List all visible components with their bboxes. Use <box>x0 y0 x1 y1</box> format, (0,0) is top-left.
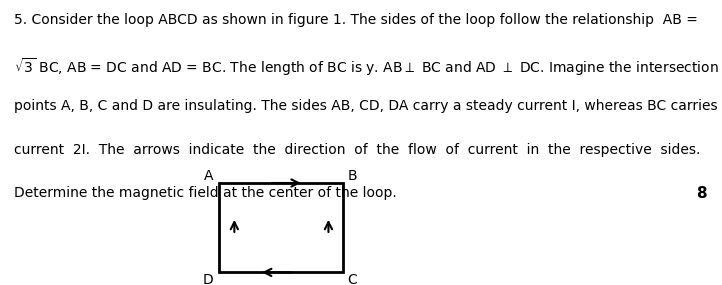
Bar <box>219 183 343 272</box>
Text: Determine the magnetic field at the center of the loop.: Determine the magnetic field at the cent… <box>14 186 397 199</box>
Text: 5. Consider the loop ABCD as shown in figure 1. The sides of the loop follow the: 5. Consider the loop ABCD as shown in fi… <box>14 13 698 27</box>
Text: B: B <box>347 169 357 183</box>
Text: current  2I.  The  arrows  indicate  the  direction  of  the  flow  of  current : current 2I. The arrows indicate the dire… <box>14 142 700 156</box>
Text: 8: 8 <box>696 186 706 201</box>
Text: C: C <box>347 273 357 285</box>
Text: $\sqrt{3}$ BC, AB = DC and AD = BC. The length of BC is y. AB$\perp$ BC and AD $: $\sqrt{3}$ BC, AB = DC and AD = BC. The … <box>14 56 719 78</box>
Text: A: A <box>204 169 213 183</box>
Text: points A, B, C and D are insulating. The sides AB, CD, DA carry a steady current: points A, B, C and D are insulating. The… <box>14 99 718 113</box>
Text: D: D <box>202 273 213 285</box>
